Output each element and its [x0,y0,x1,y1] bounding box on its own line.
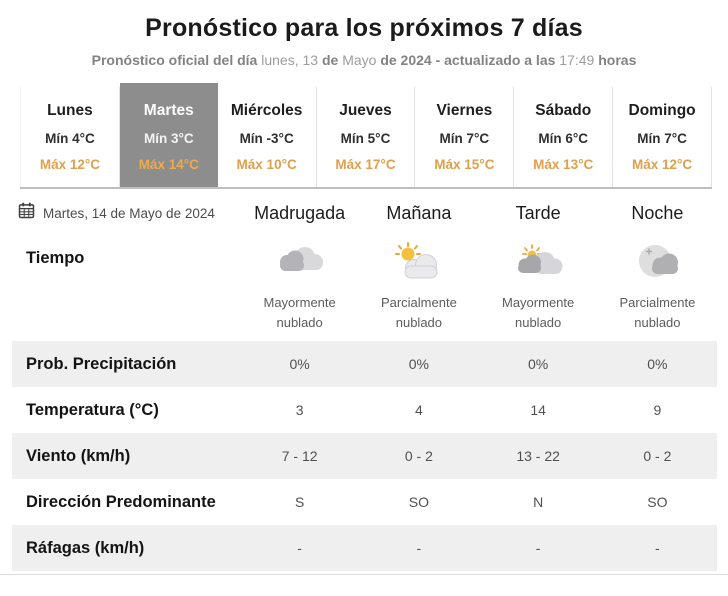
day-min-temp: Mín 4°C [45,131,95,146]
weather-cell: Mayormente nublado [240,237,359,332]
cell-value: 0% [647,356,668,372]
period-header-tarde: Tarde [515,202,561,223]
subtitle: Pronóstico oficial del día lunes, 13 de … [0,52,728,68]
day-name: Lunes [47,102,93,119]
weather-row: Tiempo Mayormente nublado [12,237,717,341]
subtitle-part: - actualizado a las [435,52,560,68]
subtitle-part: lunes, 13 [261,52,322,68]
weather-description: Parcialmente nublado [619,295,696,330]
row-label: Viento (km/h) [26,446,131,465]
weather-description: Mayormente nublado [502,295,575,330]
weather-cell: Mayormente nublado [479,237,598,332]
day-name: Jueves [339,102,392,119]
weather-description: Parcialmente nublado [380,295,457,330]
table-row-direction: Dirección Predominante S SO N SO [12,479,717,525]
weather-cell: Parcialmente nublado [598,237,717,332]
cell-value: 7 - 12 [281,448,318,464]
weather-description: Mayormente nublado [263,295,336,330]
cell-value: - [416,540,422,556]
day-max-temp: Máx 14°C [138,157,199,172]
day-min-temp: Mín -3°C [239,131,294,146]
day-tab-domingo[interactable]: Domingo Mín 7°C Máx 12°C [613,87,713,187]
cell-value: 3 [295,402,304,418]
mostly-cloudy-icon [271,241,329,283]
cell-value: 0% [408,356,429,372]
day-min-temp: Mín 7°C [439,131,490,146]
divider [0,574,728,575]
partly-cloudy-day-icon [390,241,448,283]
cell-value: N [533,494,544,510]
cell-value: 0 - 2 [643,448,672,464]
subtitle-part: de 2024 [380,52,436,68]
cell-value: S [294,494,305,510]
period-header-madrugada: Madrugada [254,202,346,223]
day-tab-jueves[interactable]: Jueves Mín 5°C Máx 17°C [316,87,416,187]
cell-value: - [535,540,541,556]
day-max-temp: Máx 17°C [335,157,396,172]
row-label: Temperatura (°C) [26,400,159,419]
mostly-cloudy-day-icon [509,241,567,283]
day-min-temp: Mín 6°C [538,131,589,146]
day-selector: Lunes Mín 4°C Máx 12°C Martes Mín 3°C Má… [20,83,713,187]
day-min-temp: Mín 5°C [340,131,391,146]
cell-value: SO [408,494,429,510]
day-name: Miércoles [230,102,303,119]
cell-value: 0% [528,356,549,372]
row-label: Dirección Predominante [26,492,216,511]
cell-value: 9 [653,402,662,418]
subtitle-part: Mayo [342,52,381,68]
cell-value: 0 - 2 [404,448,433,464]
subtitle-part: de [321,52,343,68]
divider [20,187,712,189]
date-label: Martes, 14 de Mayo de 2024 [43,205,215,221]
day-max-temp: Máx 12°C [39,157,101,172]
period-header-noche: Noche [631,202,684,223]
row-label: Prob. Precipitación [26,354,177,373]
day-min-temp: Mín 7°C [637,131,687,146]
day-name: Sábado [535,102,592,119]
table-row-precipitation: Prob. Precipitación 0% 0% 0% 0% [12,341,717,387]
cell-value: 14 [530,402,546,418]
row-label: Ráfagas (km/h) [26,538,145,557]
subtitle-part: Pronóstico oficial del día [91,52,262,68]
table-row-temperature: Temperatura (°C) 3 4 14 9 [12,387,717,433]
day-name: Martes [143,102,194,119]
weather-cell: Parcialmente nublado [359,237,478,332]
day-tab-miercoles[interactable]: Miércoles Mín -3°C Máx 10°C [217,87,317,187]
day-max-temp: Máx 10°C [236,157,297,172]
partly-cloudy-night-icon [628,241,686,283]
day-min-temp: Mín 3°C [143,131,194,146]
day-tab-viernes[interactable]: Viernes Mín 7°C Máx 15°C [415,87,515,187]
cell-value: - [655,540,660,556]
cell-value: - [297,540,302,556]
table-header-row: Martes, 14 de Mayo de 2024 Madrugada Mañ… [12,189,717,237]
cell-value: 0% [289,356,310,372]
day-tab-martes[interactable]: Martes Mín 3°C Máx 14°C [119,83,218,187]
day-max-temp: Máx 13°C [533,157,594,172]
calendar-icon [18,202,35,224]
subtitle-part: 17:49 [559,52,599,68]
day-tab-sabado[interactable]: Sábado Mín 6°C Máx 13°C [514,87,614,187]
day-max-temp: Máx 15°C [434,157,495,172]
table-row-gusts: Ráfagas (km/h) - - - - [12,525,717,571]
cell-value: 13 - 22 [516,448,560,464]
page-title: Pronóstico para los próximos 7 días [145,14,583,42]
period-header-manana: Mañana [386,202,452,223]
day-tab-lunes[interactable]: Lunes Mín 4°C Máx 12°C [20,87,120,187]
cell-value: SO [647,494,668,510]
row-label-tiempo: Tiempo [26,249,85,267]
cell-value: 4 [414,402,423,418]
day-name: Viernes [436,102,493,119]
day-name: Domingo [628,102,696,119]
selected-date: Martes, 14 de Mayo de 2024 [12,202,240,224]
table-row-wind: Viento (km/h) 7 - 12 0 - 2 13 - 22 0 - 2 [12,433,717,479]
day-max-temp: Máx 12°C [631,157,693,172]
subtitle-part: horas [598,52,637,68]
